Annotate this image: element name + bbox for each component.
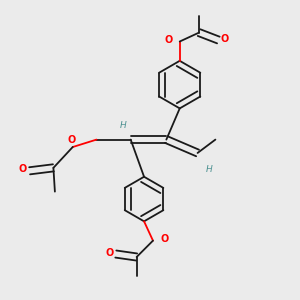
Text: O: O <box>221 34 229 44</box>
Text: O: O <box>164 35 172 45</box>
Text: H: H <box>120 121 127 130</box>
Text: O: O <box>19 164 27 174</box>
Text: H: H <box>206 165 212 174</box>
Text: O: O <box>105 248 113 257</box>
Text: O: O <box>160 234 169 244</box>
Text: O: O <box>67 135 75 145</box>
